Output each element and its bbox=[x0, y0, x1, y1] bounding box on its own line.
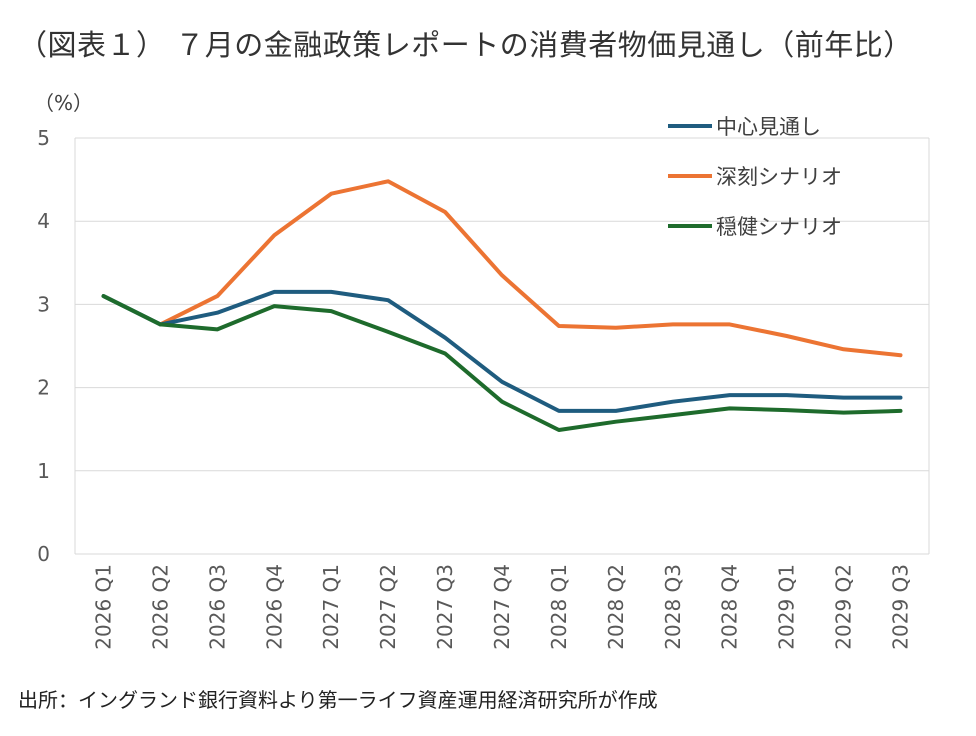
y-axis-unit-label: （%） bbox=[34, 91, 93, 115]
chart-title: （図表１） ７月の金融政策レポートの消費者物価見通し（前年比） bbox=[18, 28, 913, 62]
x-tick-label: 2027 Q1 bbox=[319, 564, 343, 650]
x-tick-label: 2028 Q2 bbox=[604, 564, 628, 650]
y-axis-ticks: 0 1 2 3 4 5 bbox=[37, 126, 50, 566]
y-tick-label: 3 bbox=[37, 292, 50, 316]
x-tick-label: 2029 Q3 bbox=[889, 564, 913, 650]
y-tick-label: 4 bbox=[37, 209, 50, 233]
x-tick-label: 2026 Q3 bbox=[205, 564, 229, 650]
source-note: 出所：イングランド銀行資料より第一ライフ資産運用経済研究所が作成 bbox=[18, 688, 658, 712]
series-lines bbox=[101, 179, 903, 432]
series-line-1 bbox=[158, 179, 903, 358]
series-line-2 bbox=[101, 294, 903, 432]
x-tick-label: 2029 Q1 bbox=[775, 564, 799, 650]
x-tick-label: 2028 Q1 bbox=[547, 564, 571, 650]
y-tick-label: 1 bbox=[37, 459, 50, 483]
x-tick-label: 2028 Q4 bbox=[718, 564, 742, 650]
legend-label: 深刻シナリオ bbox=[716, 165, 842, 189]
x-tick-label: 2029 Q2 bbox=[832, 564, 856, 650]
x-tick-label: 2026 Q4 bbox=[262, 564, 286, 650]
x-tick-label: 2026 Q1 bbox=[91, 564, 115, 650]
x-tick-label: 2027 Q3 bbox=[433, 564, 457, 650]
legend-label: 中心見通し bbox=[716, 115, 821, 139]
gridlines bbox=[74, 137, 930, 555]
y-tick-label: 2 bbox=[37, 376, 50, 400]
series-line-0 bbox=[101, 289, 903, 413]
x-tick-label: 2028 Q3 bbox=[661, 564, 685, 650]
legend-label: 穏健シナリオ bbox=[716, 215, 842, 239]
x-tick-label: 2026 Q2 bbox=[148, 564, 172, 650]
x-axis-ticks: 2026 Q1 2026 Q2 2026 Q3 2026 Q4 2027 Q1 2027 … bbox=[91, 564, 912, 650]
x-tick-label: 2027 Q4 bbox=[490, 564, 514, 650]
y-tick-label: 0 bbox=[37, 542, 50, 566]
y-tick-label: 5 bbox=[37, 126, 50, 150]
line-chart: 0 1 2 3 4 5 2026 Q1 2026 Q2 2026 Q3 2026 Q4 2027 … bbox=[34, 91, 930, 650]
x-tick-label: 2027 Q2 bbox=[376, 564, 400, 650]
